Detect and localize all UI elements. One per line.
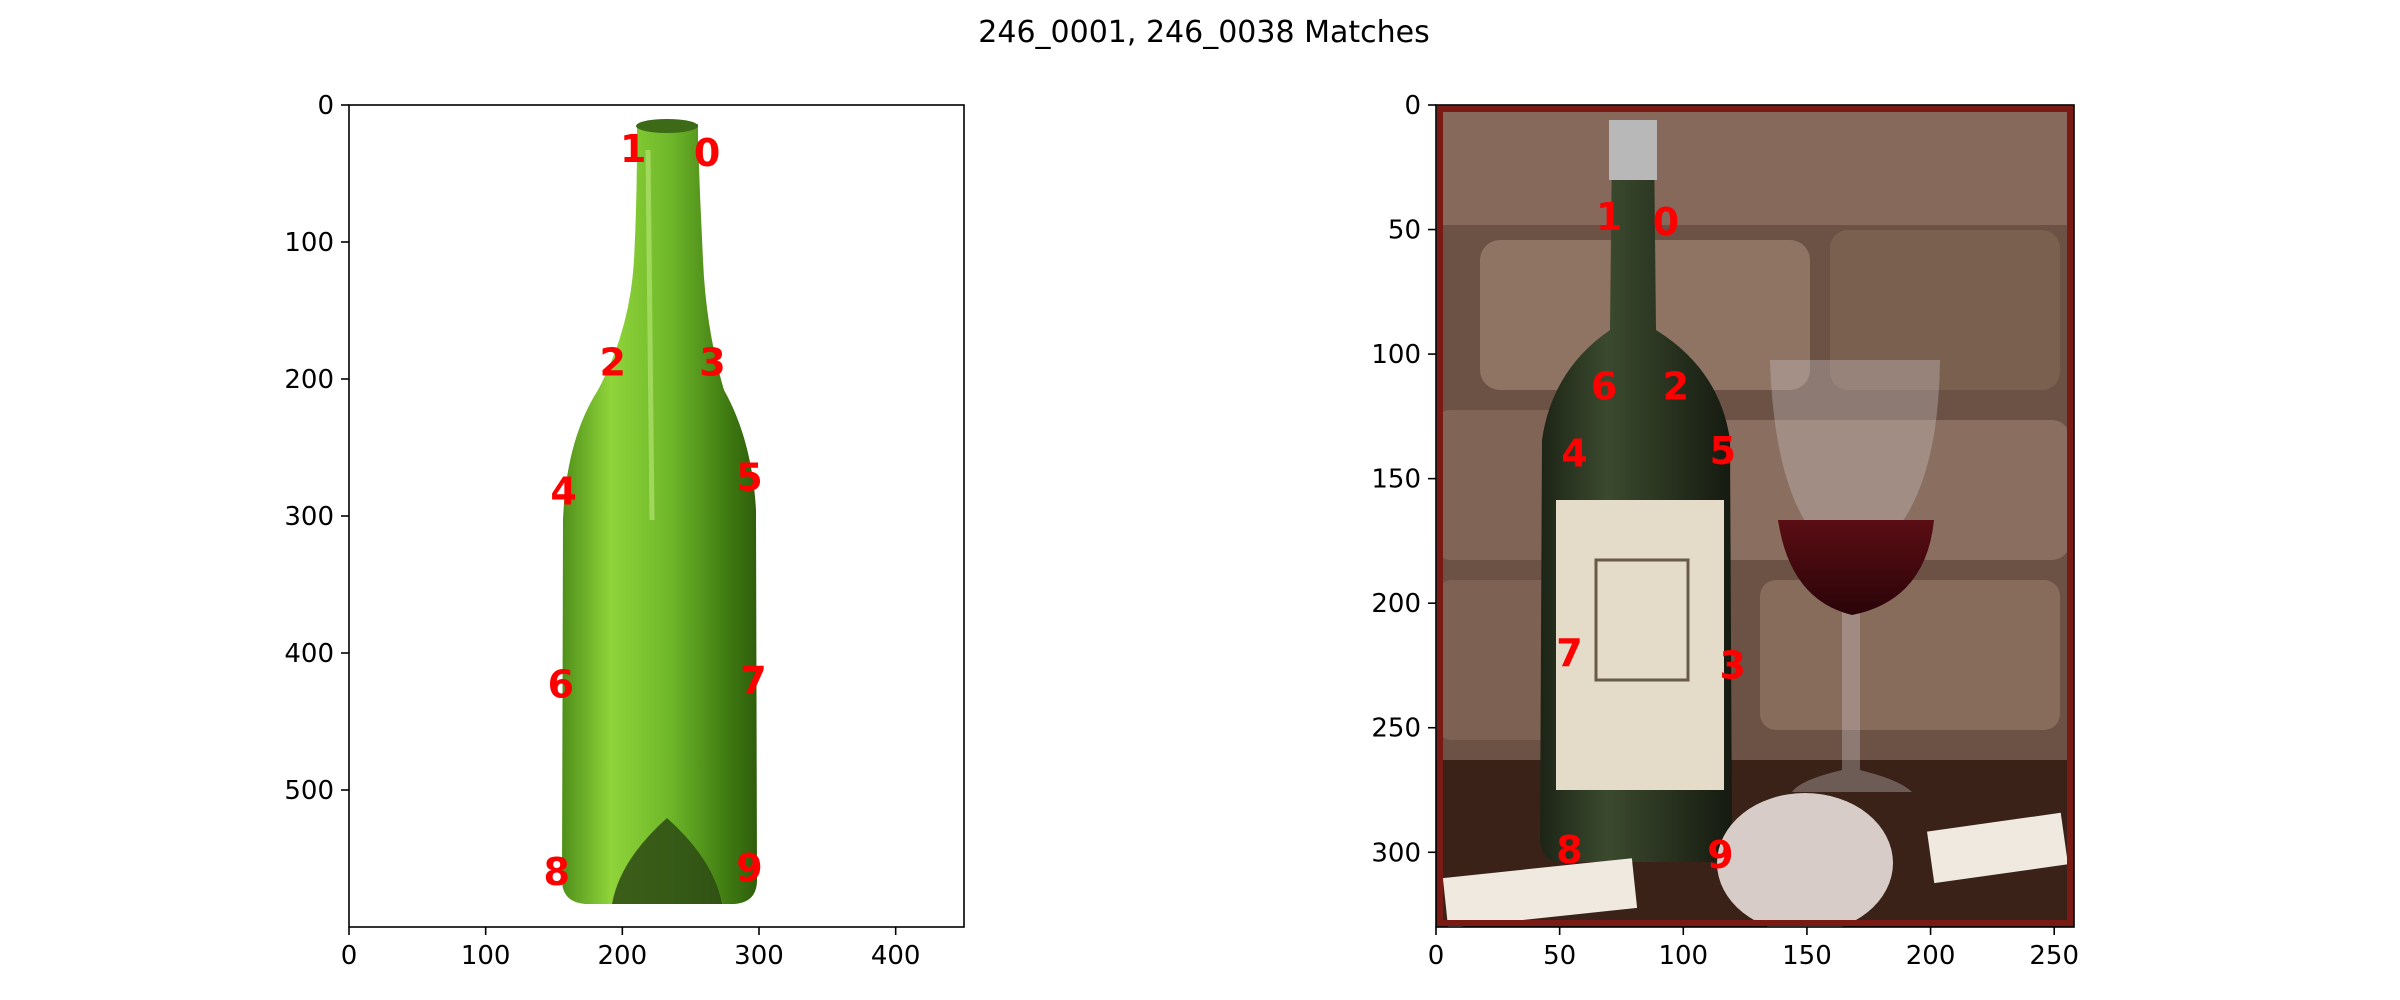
green-bottle	[562, 124, 757, 904]
y-tick-label: 50	[1388, 216, 1421, 246]
y-tick-label: 200	[284, 365, 334, 395]
keypoint-label-2: 2	[600, 341, 626, 385]
y-tick-label: 100	[1371, 340, 1421, 370]
left-image	[349, 105, 964, 927]
keypoint-label-5: 5	[736, 456, 762, 500]
x-tick-label: 100	[1658, 941, 1708, 971]
x-tick-label: 200	[1906, 941, 1956, 971]
figure-title: 246_0001, 246_0038 Matches	[978, 15, 1429, 50]
y-tick-label: 150	[1371, 465, 1421, 495]
y-tick-label: 250	[1371, 714, 1421, 744]
y-tick-label: 200	[1371, 589, 1421, 619]
keypoint-label-5: 5	[1710, 429, 1736, 473]
y-tick-label: 0	[1404, 91, 1421, 121]
keypoint-label-3: 3	[1720, 643, 1746, 687]
keypoint-label-1: 1	[1596, 195, 1622, 239]
right-axes-frame	[1435, 104, 2075, 928]
keypoint-label-6: 6	[1591, 364, 1617, 408]
keypoint-label-7: 7	[1556, 631, 1582, 675]
keypoint-label-9: 9	[1707, 833, 1733, 877]
keypoint-label-7: 7	[740, 658, 766, 702]
keypoint-label-4: 4	[1561, 432, 1587, 476]
left-ticks: 0 100 200 300 400 0 100 200 300 400 500	[284, 91, 920, 971]
y-tick-label: 0	[317, 91, 334, 121]
keypoint-label-9: 9	[736, 846, 762, 890]
x-tick-label: 400	[871, 941, 921, 971]
keypoint-label-0: 0	[1653, 200, 1679, 244]
y-tick-label: 300	[284, 502, 334, 532]
x-tick-label: 300	[734, 941, 784, 971]
y-tick-label: 500	[284, 776, 334, 806]
x-tick-label: 250	[2029, 941, 2079, 971]
x-tick-label: 0	[1428, 941, 1445, 971]
x-tick-label: 0	[341, 941, 358, 971]
keypoint-label-0: 0	[694, 131, 720, 175]
keypoint-label-4: 4	[550, 469, 576, 513]
keypoint-label-6: 6	[548, 663, 574, 707]
x-tick-label: 100	[461, 941, 511, 971]
x-tick-label: 50	[1543, 941, 1576, 971]
y-tick-label: 300	[1371, 838, 1421, 868]
keypoint-label-2: 2	[1663, 364, 1689, 408]
keypoint-label-3: 3	[699, 341, 725, 385]
right-keypoints: 01 2 3 4 5 6 7 8 9	[1556, 195, 1746, 877]
right-image	[1436, 105, 2074, 927]
y-tick-label: 100	[284, 228, 334, 258]
keypoint-label-8: 8	[1556, 828, 1582, 872]
x-tick-label: 200	[598, 941, 648, 971]
keypoint-label-8: 8	[544, 850, 570, 894]
left-keypoints: 0 1 2 3 4 5 6 7 8 9	[544, 127, 767, 894]
x-tick-label: 150	[1782, 941, 1832, 971]
keypoint-label-1: 1	[620, 127, 646, 171]
left-panel: 0 100 200 300 400 0 100 200 300 400 500 0 1 2 3 4 5 6 7 8 9	[284, 91, 965, 971]
y-tick-label: 400	[284, 639, 334, 669]
